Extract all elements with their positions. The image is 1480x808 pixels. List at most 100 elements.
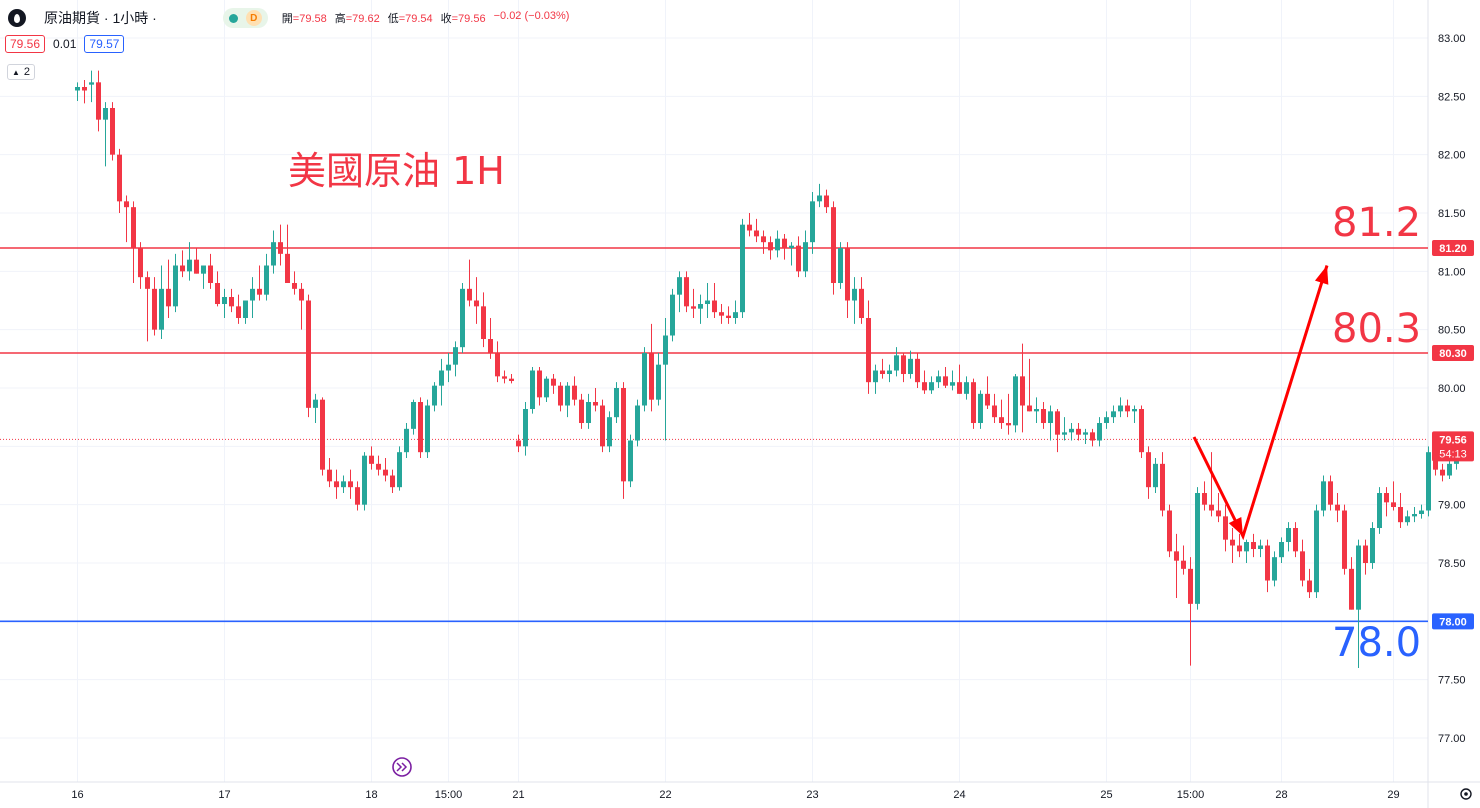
settings-gear-icon[interactable] (1460, 788, 1472, 800)
price-tick-label: 82.00 (1438, 150, 1466, 162)
candle-body (502, 376, 507, 379)
candle-body (1111, 411, 1116, 418)
candle-body (887, 370, 892, 375)
candle-body (1181, 560, 1186, 569)
candle-body (719, 312, 724, 316)
candle-body (1230, 539, 1235, 546)
candle-body (530, 370, 535, 410)
symbol-title[interactable]: 原油期貨 · 1小時 · (44, 10, 157, 26)
candle-body (1251, 542, 1256, 550)
candle-body (1244, 542, 1249, 552)
candle-body (733, 312, 738, 319)
candle-body (1139, 409, 1144, 453)
candle-body (1391, 502, 1396, 508)
candle-body (845, 248, 850, 301)
candle-body (957, 382, 962, 394)
candle-body (453, 347, 458, 365)
candle-body (1356, 545, 1361, 610)
projection-path (1192, 265, 1329, 541)
candle-body (964, 382, 969, 394)
time-tick-label: 21 (512, 789, 524, 801)
candle-body (460, 288, 465, 348)
candle-body (439, 370, 444, 386)
candle-body (1153, 463, 1158, 488)
candle-body (712, 300, 717, 313)
candle-body (943, 376, 948, 386)
indicators-toggle-button[interactable]: ▲ 2 (7, 64, 36, 80)
candle-body (607, 417, 612, 447)
level-price-tag (1432, 240, 1474, 257)
market-status[interactable]: D (222, 8, 268, 28)
candle-body (236, 306, 241, 319)
chart-header: 原油期貨 · 1小時 · D 開=79.58 高=79.62 低=79.54 收… (8, 8, 569, 28)
ask-price-button[interactable]: 79.57 (84, 35, 125, 53)
candle-body (1237, 545, 1242, 552)
candle-body (586, 402, 591, 424)
candle-body (152, 288, 157, 330)
candle-body (292, 283, 297, 289)
level-price-tag-label: 81.20 (1439, 243, 1467, 255)
price-axis: 83.0082.5082.0081.5081.0080.5080.0079.50… (1432, 33, 1474, 745)
candle-body (341, 481, 346, 488)
price-tick-label: 83.00 (1438, 33, 1466, 45)
candle-body (404, 428, 409, 453)
candle-body (124, 201, 129, 208)
price-tick-label: 79.00 (1438, 500, 1466, 512)
time-tick-label: 24 (953, 789, 965, 801)
candle-body (173, 265, 178, 307)
delayed-data-badge[interactable]: D (245, 10, 262, 26)
candle-body (320, 399, 325, 470)
projection-arrowhead-up (1314, 265, 1329, 285)
indicator-count: 2 (23, 66, 31, 78)
price-tick-label: 80.00 (1438, 383, 1466, 395)
replay-icon[interactable] (392, 757, 412, 777)
candle-body (1258, 545, 1263, 550)
candle-body (1104, 417, 1109, 424)
candlesticks (75, 70, 1466, 669)
candle-body (75, 87, 80, 91)
candle-body (397, 452, 402, 488)
candle-body (1265, 545, 1270, 581)
candle-body (1048, 411, 1053, 424)
candle-body (495, 353, 500, 377)
price-tick-label: 77.00 (1438, 733, 1466, 745)
candle-body (1321, 481, 1326, 511)
time-tick-label: 17 (218, 789, 230, 801)
candle-body (670, 294, 675, 336)
candle-body (656, 364, 661, 400)
candle-body (327, 469, 332, 482)
candle-body (978, 393, 983, 424)
candle-body (684, 277, 689, 307)
candle-body (1013, 376, 1018, 426)
candle-body (1440, 469, 1445, 476)
candle-body (313, 399, 318, 408)
bid-price-button[interactable]: 79.56 (5, 35, 46, 53)
last-price-tag (1432, 431, 1474, 462)
candle-body (201, 265, 206, 274)
candle-body (446, 364, 451, 371)
candle-body (1398, 507, 1403, 523)
candle-body (390, 475, 395, 488)
candle-body (257, 288, 262, 295)
candle-body (432, 385, 437, 406)
candle-body (1132, 409, 1137, 412)
chevron-up-icon: ▲ (12, 67, 20, 77)
candle-body (747, 224, 752, 231)
candle-body (1209, 504, 1214, 511)
candle-body (278, 242, 283, 254)
candle-body (971, 382, 976, 424)
candle-body (621, 388, 626, 482)
candle-body (271, 242, 276, 266)
candle-body (1174, 551, 1179, 561)
candle-body (1202, 493, 1207, 505)
candle-body (481, 306, 486, 340)
market-open-dot-icon (228, 13, 238, 23)
time-tick-label: 22 (659, 789, 671, 801)
time-tick-label: 23 (806, 789, 818, 801)
candle-body (705, 300, 710, 305)
level-label-78-0: 78.0 (1332, 620, 1422, 666)
candle-body (474, 300, 479, 307)
time-tick-label: 15:00 (435, 789, 463, 801)
